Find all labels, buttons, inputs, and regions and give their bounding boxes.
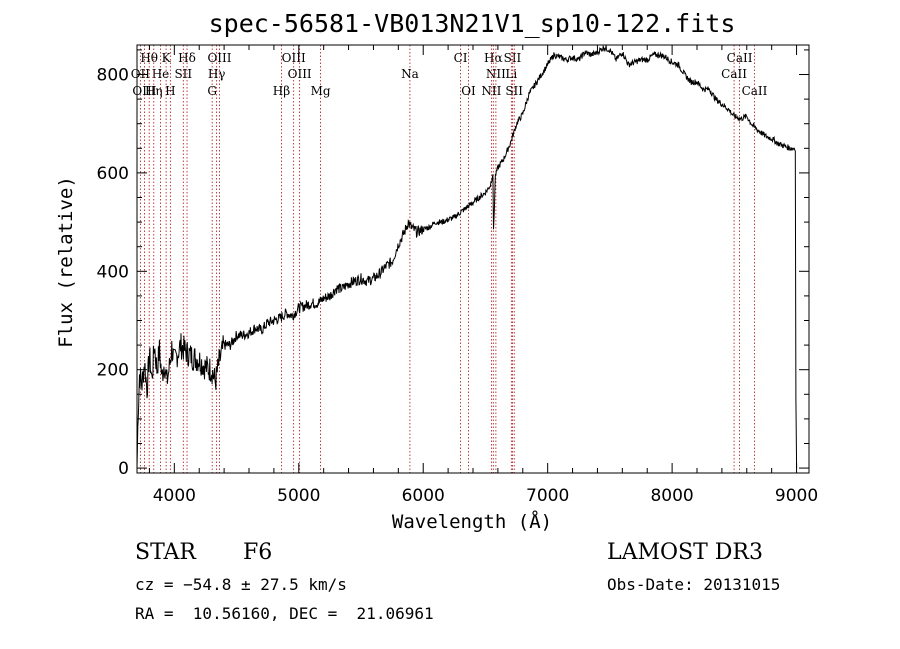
object-subclass: F6 — [243, 540, 273, 565]
line-marker-label: Hθ — [140, 51, 158, 65]
y-tick-label: 800 — [97, 66, 129, 86]
object-class: STAR — [135, 540, 196, 565]
line-marker-label: G — [207, 84, 217, 98]
line-marker-label: Li — [505, 67, 517, 81]
line-marker-label: OIII — [282, 51, 306, 65]
chart-title: spec-56581-VB013N21V1_sp10-122.fits — [209, 9, 736, 38]
line-marker-label: He — [152, 67, 170, 81]
y-axis-label: Flux (relative) — [55, 176, 77, 348]
x-axis-label: Wavelength (Å) — [392, 510, 552, 533]
observation-date: Obs-Date: 20131015 — [607, 575, 781, 594]
x-tick-label: 4000 — [153, 486, 196, 506]
line-marker-label: K — [162, 51, 172, 65]
line-marker-label: Mg — [311, 84, 331, 98]
line-marker-label: OII — [131, 67, 151, 81]
line-marker-label: SII — [505, 84, 523, 98]
line-marker-label: CI — [454, 51, 468, 65]
line-marker-label: OI — [461, 84, 476, 98]
line-marker-label: NII — [486, 67, 506, 81]
y-tick-label: 600 — [97, 164, 129, 184]
line-marker-label: OIII — [132, 84, 156, 98]
x-tick-label: 7000 — [526, 486, 569, 506]
plot-frame — [136, 44, 810, 474]
line-marker-label: SII — [174, 67, 192, 81]
y-tick-label: 200 — [97, 361, 129, 381]
line-marker-label: SII — [504, 51, 522, 65]
x-tick-label: 6000 — [402, 486, 445, 506]
line-marker-label: Hβ — [273, 84, 290, 98]
line-marker-label: Hη — [145, 84, 163, 98]
line-marker-label: NII — [481, 84, 501, 98]
redshift-cz: cz = −54.8 ± 27.5 km/s — [135, 575, 347, 594]
x-tick-label: 9000 — [775, 486, 818, 506]
line-marker-label: Na — [401, 67, 419, 81]
line-marker-label: CaII — [742, 84, 768, 98]
spectrum-series — [136, 45, 798, 469]
line-marker-label: H — [165, 84, 175, 98]
y-tick-label: 0 — [118, 459, 129, 479]
x-tick-label: 5000 — [277, 486, 320, 506]
line-marker-label: OIII — [288, 67, 312, 81]
spectrum-line — [136, 45, 798, 469]
line-marker-label: Hα — [484, 51, 503, 65]
line-marker-label: CaII — [721, 67, 747, 81]
line-marker-label: Hδ — [178, 51, 196, 65]
x-tick-label: 8000 — [650, 486, 693, 506]
line-marker-label: CaII — [727, 51, 753, 65]
y-axis: 0 200 400 600 800 — [97, 49, 809, 479]
coordinates: RA = 10.56160, DEC = 21.06961 — [135, 604, 434, 623]
x-axis: 4000 5000 6000 7000 8000 9000 — [148, 45, 818, 506]
line-marker-label: OIII — [207, 51, 231, 65]
y-tick-label: 400 — [97, 262, 129, 282]
survey-name: LAMOST DR3 — [607, 540, 763, 565]
line-marker-label: Hγ — [208, 67, 226, 81]
